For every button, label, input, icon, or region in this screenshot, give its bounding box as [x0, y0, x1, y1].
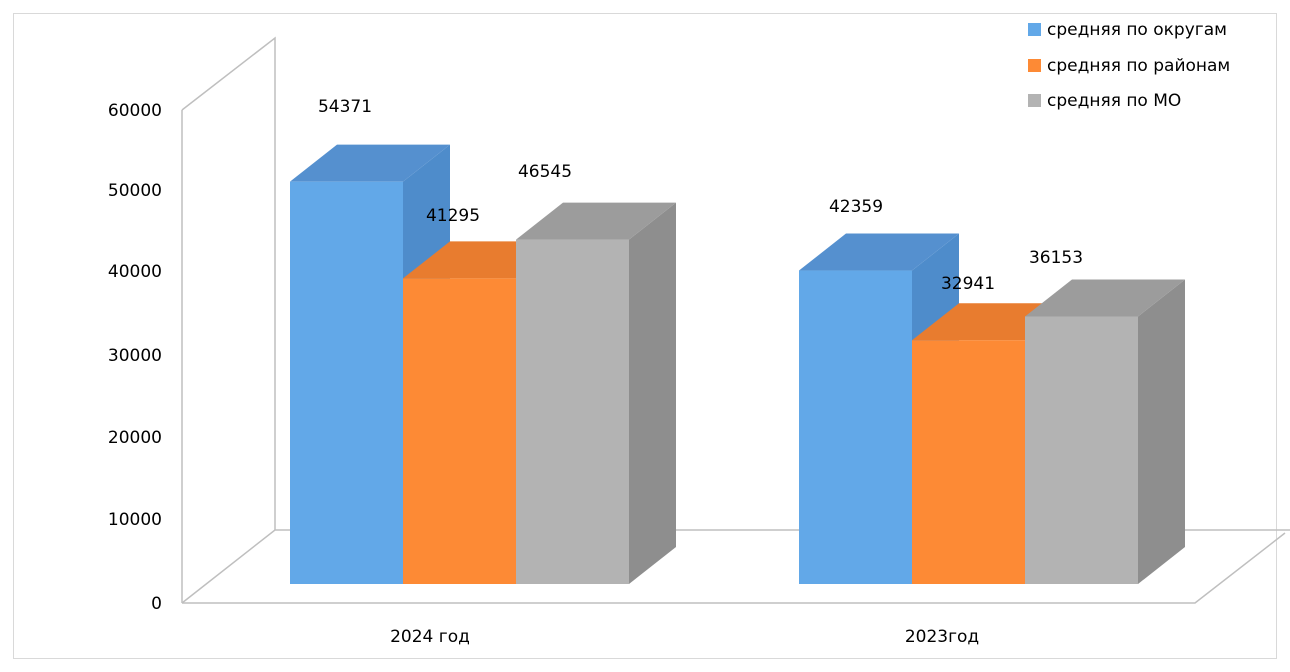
back-wall-outline — [181, 36, 276, 530]
bar-front — [403, 278, 516, 584]
legend-swatch — [1028, 59, 1041, 72]
bar — [1025, 279, 1185, 584]
bar-side — [629, 202, 676, 584]
data-label: 46545 — [518, 162, 572, 182]
bar-front — [799, 270, 912, 584]
legend: средняя по округам средняя по районам сред… — [1028, 20, 1230, 111]
data-label: 36153 — [1029, 248, 1083, 268]
bar-side — [1138, 279, 1185, 584]
chart-frame — [13, 13, 1277, 659]
bar-front — [1025, 316, 1138, 584]
legend-swatch — [1028, 23, 1041, 36]
bar-top — [799, 233, 959, 271]
bar-front — [912, 340, 1025, 584]
y-tick-label: 10000 — [108, 510, 162, 530]
y-tick-label: 60000 — [108, 101, 162, 121]
data-label: 32941 — [941, 274, 995, 294]
legend-item: средняя по округам — [1028, 20, 1227, 40]
y-tick-label: 40000 — [108, 262, 162, 282]
data-label: 42359 — [829, 197, 883, 217]
y-tick-label: 30000 — [108, 346, 162, 366]
data-label: 54371 — [318, 97, 372, 117]
floor-front-edge — [182, 532, 1286, 604]
y-tick-label: 20000 — [108, 428, 162, 448]
y-axis-ticks: 0 10000 20000 30000 40000 50000 60000 — [108, 101, 162, 614]
legend-label: средняя по МО — [1047, 91, 1181, 111]
data-labels: 54371 41295 46545 42359 32941 36153 — [318, 97, 1083, 294]
legend-swatch — [1028, 94, 1041, 107]
bar — [516, 202, 676, 584]
bar-top — [290, 144, 450, 182]
bars — [290, 144, 1185, 585]
category-label: 2023год — [905, 627, 979, 647]
bar-top — [1025, 279, 1185, 317]
y-tick-label: 50000 — [108, 181, 162, 201]
data-label: 41295 — [426, 206, 480, 226]
legend-item: средняя по районам — [1028, 56, 1230, 76]
bar-top — [516, 202, 676, 240]
bar-front — [290, 181, 403, 584]
category-labels: 2024 год 2023год — [390, 627, 979, 647]
y-tick-label: 0 — [151, 594, 162, 614]
legend-item: средняя по МО — [1028, 91, 1181, 111]
bar-front — [516, 239, 629, 584]
legend-label: средняя по округам — [1047, 20, 1227, 40]
legend-label: средняя по районам — [1047, 56, 1230, 76]
category-label: 2024 год — [390, 627, 470, 647]
